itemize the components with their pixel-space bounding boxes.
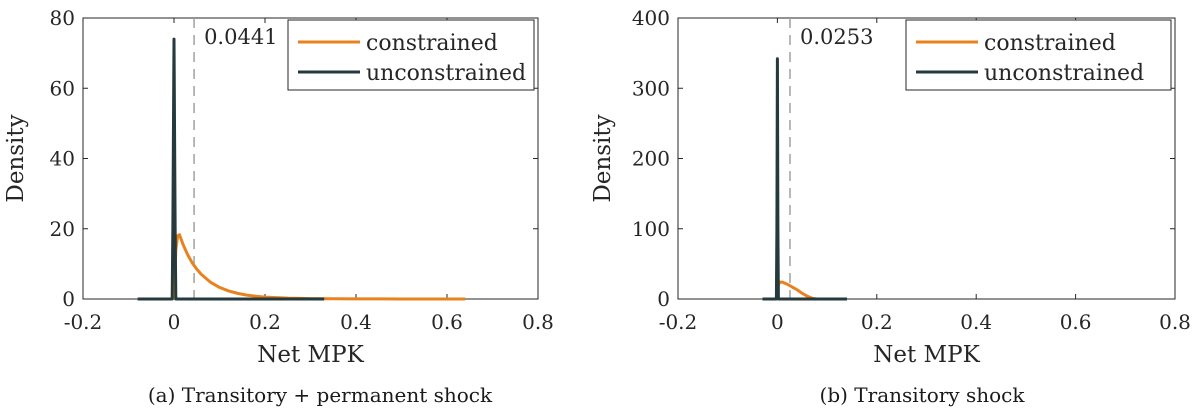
series-line-unconstrained	[137, 37, 325, 301]
x-tick-label: 0	[771, 310, 784, 334]
x-tick-label: -0.2	[64, 310, 103, 334]
y-axis-label-a: Density	[3, 114, 29, 202]
legend-box-a	[287, 19, 535, 91]
y-tick-label: 60	[50, 76, 75, 100]
legend-label-unconstrained-b: unconstrained	[984, 61, 1144, 86]
y-tick-label: 20	[50, 217, 75, 241]
legend-b: constrained unconstrained	[905, 19, 1172, 91]
x-axis-label-b: Net MPK	[873, 342, 980, 368]
y-tick-label: 80	[50, 6, 75, 30]
y-tick-label: 40	[50, 147, 75, 171]
x-tick-label: 0.6	[431, 310, 463, 334]
x-tick-label: 0.6	[1060, 310, 1092, 334]
y-axis-label-b: Density	[590, 114, 616, 202]
legend-label-unconstrained-a: unconstrained	[366, 61, 526, 86]
y-tick-label: 0	[62, 287, 75, 311]
x-tick-label: 0.4	[340, 310, 372, 334]
legend-label-constrained-b: constrained	[984, 31, 1116, 56]
threshold-label-a: 0.0441	[204, 25, 277, 49]
x-tick-label: 0.2	[249, 310, 281, 334]
y-tick-label: 200	[632, 147, 670, 171]
x-tick-label: 0.2	[861, 310, 893, 334]
x-tick-label: 0.8	[1159, 310, 1191, 334]
x-axis-label-a: Net MPK	[257, 342, 364, 368]
legend-box-b	[905, 19, 1172, 91]
series-group-b	[762, 57, 847, 301]
x-tick-label: 0.4	[960, 310, 992, 334]
x-tick-label: -0.2	[659, 310, 698, 334]
y-tick-label: 100	[632, 217, 670, 241]
series-group-a	[137, 37, 466, 301]
caption-b: (b) Transitory shock	[820, 383, 1026, 407]
caption-a: (a) Transitory + permanent shock	[148, 383, 493, 407]
y-tick-label: 300	[632, 76, 670, 100]
series-line-unconstrained	[762, 57, 847, 301]
legend-a: constrained unconstrained	[287, 19, 535, 91]
x-tick-label: 0	[168, 310, 181, 334]
legend-label-constrained-a: constrained	[366, 31, 498, 56]
series-line-constrained	[172, 233, 466, 301]
threshold-label-b: 0.0253	[800, 25, 873, 49]
y-tick-label: 0	[657, 287, 670, 311]
x-tick-label: 0.8	[522, 310, 554, 334]
y-tick-label: 400	[632, 6, 670, 30]
